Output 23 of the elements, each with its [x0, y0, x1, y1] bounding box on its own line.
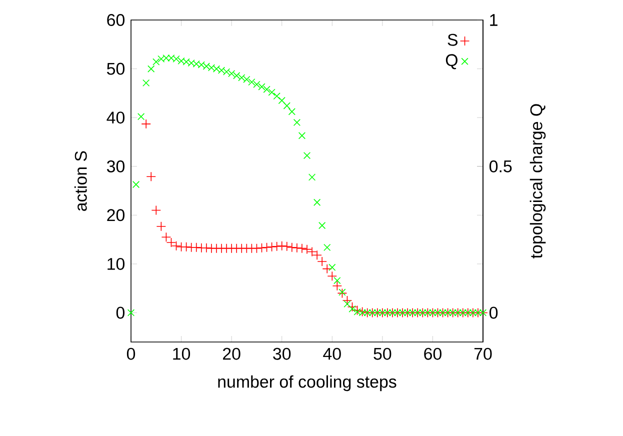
x-tick-label: 60 [424, 348, 442, 360]
x-axis-title: number of cooling steps [218, 375, 396, 392]
y-tick-label: 0 [116, 306, 124, 319]
y-tick-label: 30 [106, 160, 124, 172]
y2-tick-label: 0.5 [490, 160, 512, 172]
y-axis-title: action S [74, 151, 87, 211]
y-tick-label: 10 [108, 258, 124, 270]
x-tick-label: 40 [323, 348, 341, 360]
y2-tick-label: 1 [490, 14, 498, 26]
x-tick-label: 30 [273, 348, 291, 360]
y2-axis-title: topological charge Q [530, 104, 546, 258]
legend-label: S [448, 34, 458, 46]
y-tick-label: 60 [107, 14, 124, 26]
y-tick-label: 50 [106, 62, 124, 75]
legend-label: Q [446, 54, 458, 70]
x-tick-label: 50 [374, 348, 392, 360]
y-tick-label: 40 [106, 112, 124, 124]
x-tick-label: 20 [223, 348, 240, 360]
y2-tick-label: 0 [490, 306, 498, 319]
x-tick-label: 70 [474, 348, 492, 360]
x-tick-label: 10 [173, 348, 190, 360]
x-tick-label: 0 [126, 348, 136, 360]
y-tick-label: 20 [107, 209, 124, 222]
